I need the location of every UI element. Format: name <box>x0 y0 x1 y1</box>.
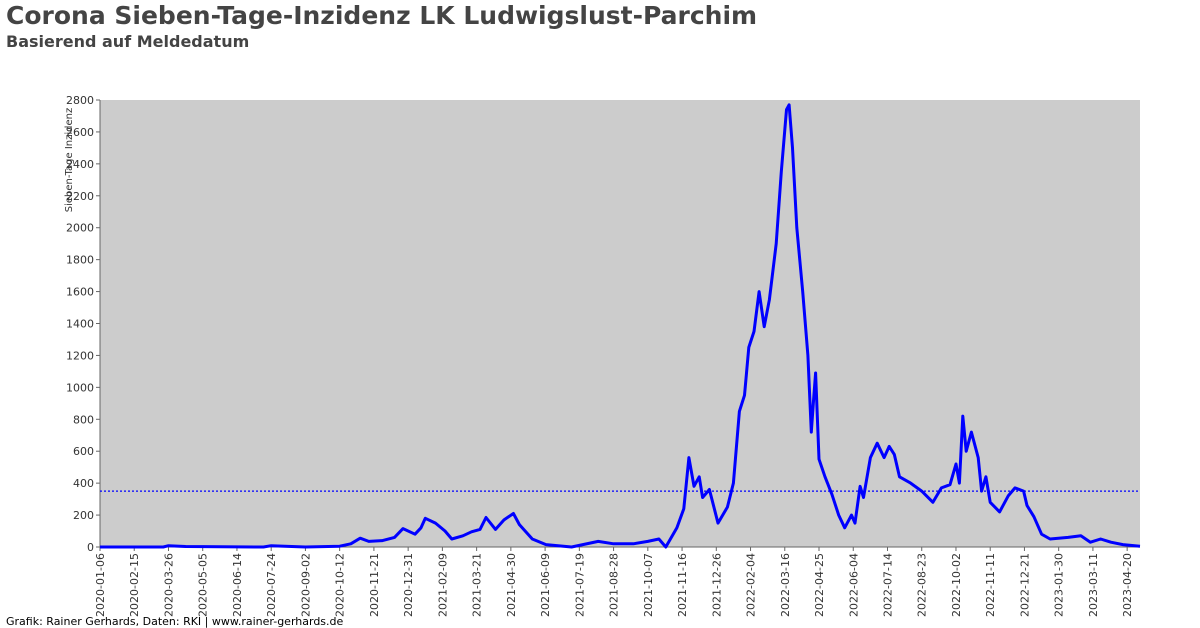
x-tick-label: 2020-01-06 <box>94 553 107 617</box>
x-tick-label: 2021-11-16 <box>676 553 689 617</box>
x-tick-label: 2020-09-02 <box>299 553 312 617</box>
y-tick-label: 1600 <box>66 286 94 299</box>
x-tick-label: 2020-12-31 <box>402 553 415 617</box>
x-tick-label: 2020-07-24 <box>265 553 278 617</box>
x-tick-label: 2020-03-26 <box>162 553 175 617</box>
x-tick-label: 2022-08-23 <box>916 553 929 617</box>
x-tick-label: 2021-07-19 <box>573 553 586 617</box>
y-tick-label: 2000 <box>66 222 94 235</box>
y-tick-label: 1200 <box>66 349 94 362</box>
plot-background <box>100 100 1140 547</box>
x-tick-label: 2020-05-05 <box>197 553 210 617</box>
x-tick-label: 2020-10-12 <box>334 553 347 617</box>
chart-title: Corona Sieben-Tage-Inzidenz LK Ludwigslu… <box>6 1 757 30</box>
x-tick-label: 2020-02-15 <box>128 553 141 617</box>
x-tick-label: 2021-08-28 <box>608 553 621 617</box>
x-tick-label: 2021-12-26 <box>710 553 723 617</box>
y-tick-label: 0 <box>87 541 94 554</box>
x-tick-label: 2023-04-20 <box>1121 553 1134 617</box>
x-tick-label: 2022-07-14 <box>881 553 894 617</box>
x-tick-label: 2022-12-21 <box>1018 553 1031 617</box>
x-tick-label: 2020-06-14 <box>231 553 244 617</box>
footer: Grafik: Rainer Gerhards, Daten: RKI | ww… <box>6 615 344 628</box>
y-tick-label: 2800 <box>66 94 94 107</box>
x-tick-label: 2022-10-02 <box>950 553 963 617</box>
y-tick-label: 400 <box>73 477 94 490</box>
x-tick-label: 2021-02-09 <box>436 553 449 617</box>
y-tick-label: 800 <box>73 413 94 426</box>
x-tick-label: 2021-10-07 <box>642 553 655 617</box>
x-tick-label: 2023-03-11 <box>1087 553 1100 617</box>
y-tick-label: 1400 <box>66 318 94 331</box>
x-tick-label: 2020-11-21 <box>368 553 381 617</box>
x-tick-label: 2022-06-04 <box>847 553 860 617</box>
y-tick-label: 2600 <box>66 126 94 139</box>
x-tick-label: 2021-04-30 <box>505 553 518 617</box>
data-line <box>100 103 1141 549</box>
x-tick-label: 2022-02-04 <box>745 553 758 617</box>
y-axis-label: Sieben-Tage Inzidenz <box>64 108 75 212</box>
y-tick-label: 2400 <box>66 158 94 171</box>
y-tick-label: 200 <box>73 509 94 522</box>
x-tick-label: 2022-03-16 <box>779 553 792 617</box>
y-tick-label: 1000 <box>66 381 94 394</box>
chart-subtitle: Basierend auf Meldedatum <box>6 32 249 51</box>
y-tick-label: 2200 <box>66 190 94 203</box>
x-tick-label: 2021-03-21 <box>471 553 484 617</box>
y-tick-label: 1800 <box>66 254 94 267</box>
x-tick-label: 2023-01-30 <box>1053 553 1066 617</box>
x-tick-label: 2022-11-11 <box>984 553 997 617</box>
x-tick-label: 2021-06-09 <box>539 553 552 617</box>
x-tick-label: 2022-04-25 <box>813 553 826 617</box>
y-tick-label: 600 <box>73 445 94 458</box>
